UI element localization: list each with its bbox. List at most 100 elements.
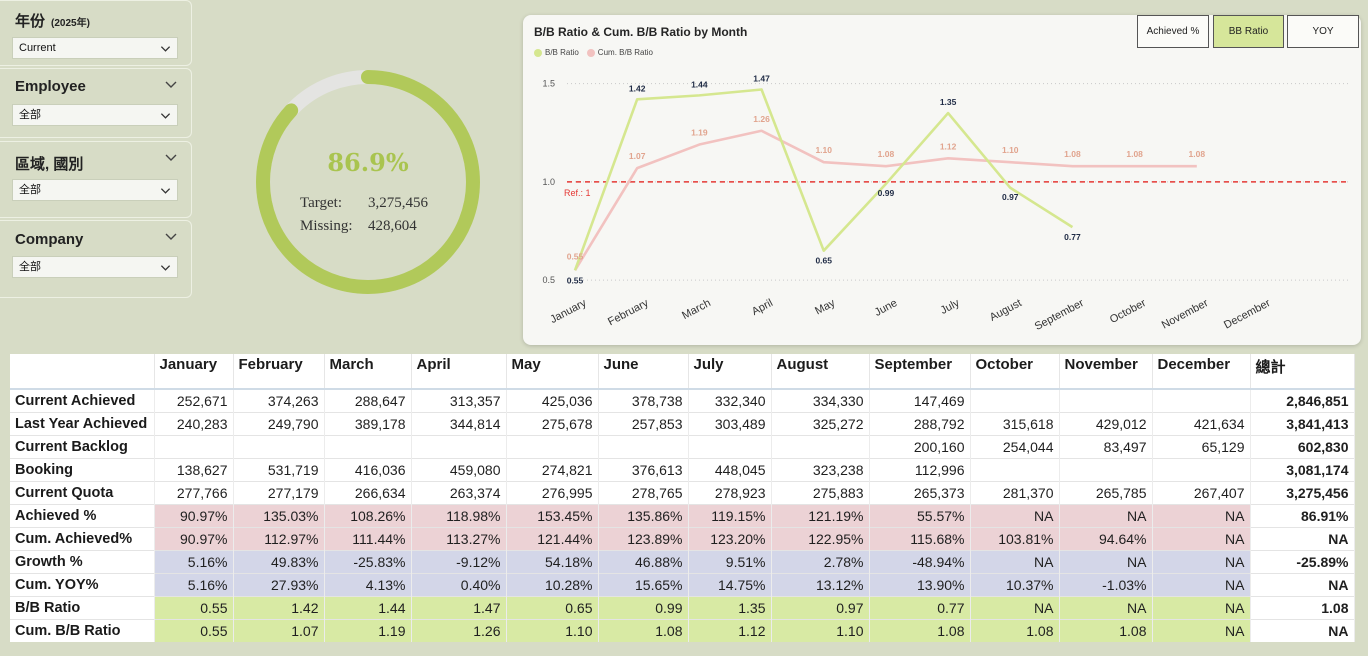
table-cell: 281,370 bbox=[970, 481, 1060, 505]
column-header[interactable]: September bbox=[869, 354, 971, 389]
table-cell: 13.12% bbox=[771, 573, 870, 597]
table-cell: 83,497 bbox=[1059, 435, 1153, 459]
data-label-cum-bb-ratio: 1.08 bbox=[1126, 149, 1143, 159]
data-label-bb-ratio: 0.65 bbox=[815, 256, 832, 266]
legend-dot bbox=[534, 48, 542, 57]
data-label-cum-bb-ratio: 1.07 bbox=[629, 151, 646, 161]
row-total: 1.08 bbox=[1250, 596, 1355, 620]
column-header-total[interactable]: 總計 bbox=[1250, 354, 1355, 389]
table-row: B/B Ratio 0.55 1.42 1.44 1.47 0.65 0.99 1.35 0.9… bbox=[10, 596, 1355, 620]
data-label-cum-bb-ratio: 1.10 bbox=[1002, 145, 1019, 155]
table-cell: -25.83% bbox=[324, 550, 412, 574]
row-total: -25.89% bbox=[1250, 550, 1355, 574]
table-cell: 111.44% bbox=[324, 527, 412, 551]
toggle-bb-ratio-button[interactable]: BB Ratio bbox=[1213, 15, 1284, 48]
table-cell: 90.97% bbox=[154, 527, 234, 551]
table-cell: 334,330 bbox=[771, 388, 870, 413]
table-cell: 0.77 bbox=[869, 596, 971, 620]
table-cell: 323,238 bbox=[771, 458, 870, 482]
legend-item-bb-ratio[interactable]: B/B Ratio bbox=[534, 48, 579, 57]
table-cell: 27.93% bbox=[233, 573, 325, 597]
table-row: Growth % 5.16% 49.83% -25.83% -9.12% 54.18% 46… bbox=[10, 550, 1355, 574]
row-total: NA bbox=[1250, 619, 1355, 642]
table-cell: 94.64% bbox=[1059, 527, 1153, 551]
x-tick-label: September bbox=[1033, 297, 1086, 333]
table-cell bbox=[1152, 458, 1251, 482]
column-header[interactable]: July bbox=[688, 354, 772, 389]
table-cell: 276,995 bbox=[506, 481, 599, 505]
table-cell bbox=[970, 388, 1060, 413]
table-cell: 5.16% bbox=[154, 550, 234, 574]
table-cell: 277,766 bbox=[154, 481, 234, 505]
toggle-yoy-button[interactable]: YOY bbox=[1287, 15, 1359, 48]
table-cell: 113.27% bbox=[411, 527, 507, 551]
table-cell: 46.88% bbox=[598, 550, 689, 574]
row-total: 2,846,851 bbox=[1250, 388, 1355, 413]
column-header[interactable]: March bbox=[324, 354, 412, 389]
slicer-company: Company 全部 bbox=[0, 220, 192, 298]
table-cell bbox=[1059, 458, 1153, 482]
toggle-achieved-percent-button[interactable]: Achieved % bbox=[1137, 15, 1209, 48]
x-tick-label: November bbox=[1160, 297, 1211, 332]
table-cell: 1.35 bbox=[688, 596, 772, 620]
table-cell: 288,647 bbox=[324, 388, 412, 413]
table-cell: 288,792 bbox=[869, 412, 971, 436]
company-dropdown[interactable]: 全部 bbox=[12, 256, 178, 278]
table-cell: 265,373 bbox=[869, 481, 971, 505]
gauge-percent: 86.9% bbox=[327, 148, 409, 177]
row-total: 3,841,413 bbox=[1250, 412, 1355, 436]
data-label-bb-ratio: 0.97 bbox=[1002, 192, 1019, 202]
column-header[interactable]: October bbox=[970, 354, 1060, 389]
table-cell: 275,678 bbox=[506, 412, 599, 436]
data-label-bb-ratio: 1.42 bbox=[629, 83, 646, 93]
gauge-target-value: 3,275,456 bbox=[368, 195, 428, 211]
series-line-bb-ratio bbox=[573, 88, 1074, 271]
collapse-chevron-icon[interactable] bbox=[165, 230, 177, 242]
table-cell: 1.08 bbox=[869, 619, 971, 642]
table-cell: 55.57% bbox=[869, 504, 971, 528]
table-cell: 374,263 bbox=[233, 388, 325, 413]
legend-label: Cum. B/B Ratio bbox=[597, 48, 653, 57]
y-tick-label: 1.0 bbox=[542, 177, 555, 187]
table-cell: 0.40% bbox=[411, 573, 507, 597]
data-label-bb-ratio: 0.99 bbox=[878, 188, 895, 198]
row-label: Cum. YOY% bbox=[10, 573, 155, 597]
data-label-bb-ratio: 1.44 bbox=[691, 79, 708, 89]
column-header[interactable]: May bbox=[506, 354, 599, 389]
column-header[interactable]: April bbox=[411, 354, 507, 389]
table-cell: 121.44% bbox=[506, 527, 599, 551]
collapse-chevron-icon[interactable] bbox=[165, 151, 177, 163]
table-cell: 425,036 bbox=[506, 388, 599, 413]
table-cell: 108.26% bbox=[324, 504, 412, 528]
table-cell: 1.26 bbox=[411, 619, 507, 642]
achievement-gauge bbox=[256, 70, 480, 294]
legend-dot bbox=[586, 48, 595, 57]
table-cell: 119.15% bbox=[688, 504, 772, 528]
table-cell: 153.45% bbox=[506, 504, 599, 528]
table-cell: 118.98% bbox=[411, 504, 507, 528]
data-label-bb-ratio: 0.55 bbox=[567, 275, 584, 285]
table-cell: 252,671 bbox=[154, 388, 234, 413]
table-cell: 5.16% bbox=[154, 573, 234, 597]
legend-item-cum-bb-ratio[interactable]: Cum. B/B Ratio bbox=[586, 48, 653, 57]
slicer-employee-title: Employee bbox=[15, 78, 86, 95]
slicer-year: 年份 (2025年) Current bbox=[0, 0, 192, 66]
table-cell: 263,374 bbox=[411, 481, 507, 505]
region-dropdown[interactable]: 全部 bbox=[12, 179, 178, 201]
gauge-missing-value: 428,604 bbox=[368, 218, 417, 234]
table-cell: 278,923 bbox=[688, 481, 772, 505]
employee-dropdown[interactable]: 全部 bbox=[12, 104, 178, 126]
column-header[interactable]: June bbox=[598, 354, 689, 389]
table-cell: 266,634 bbox=[324, 481, 412, 505]
column-header[interactable]: February bbox=[233, 354, 325, 389]
column-header[interactable]: August bbox=[771, 354, 870, 389]
table-cell bbox=[154, 435, 234, 459]
table-cell bbox=[1059, 388, 1153, 413]
table-cell: NA bbox=[1152, 550, 1251, 574]
collapse-chevron-icon[interactable] bbox=[165, 78, 177, 90]
column-header[interactable]: December bbox=[1152, 354, 1251, 389]
year-dropdown[interactable]: Current bbox=[12, 37, 178, 59]
column-header[interactable]: January bbox=[154, 354, 234, 389]
column-header[interactable]: November bbox=[1059, 354, 1153, 389]
row-total: 602,830 bbox=[1250, 435, 1355, 459]
